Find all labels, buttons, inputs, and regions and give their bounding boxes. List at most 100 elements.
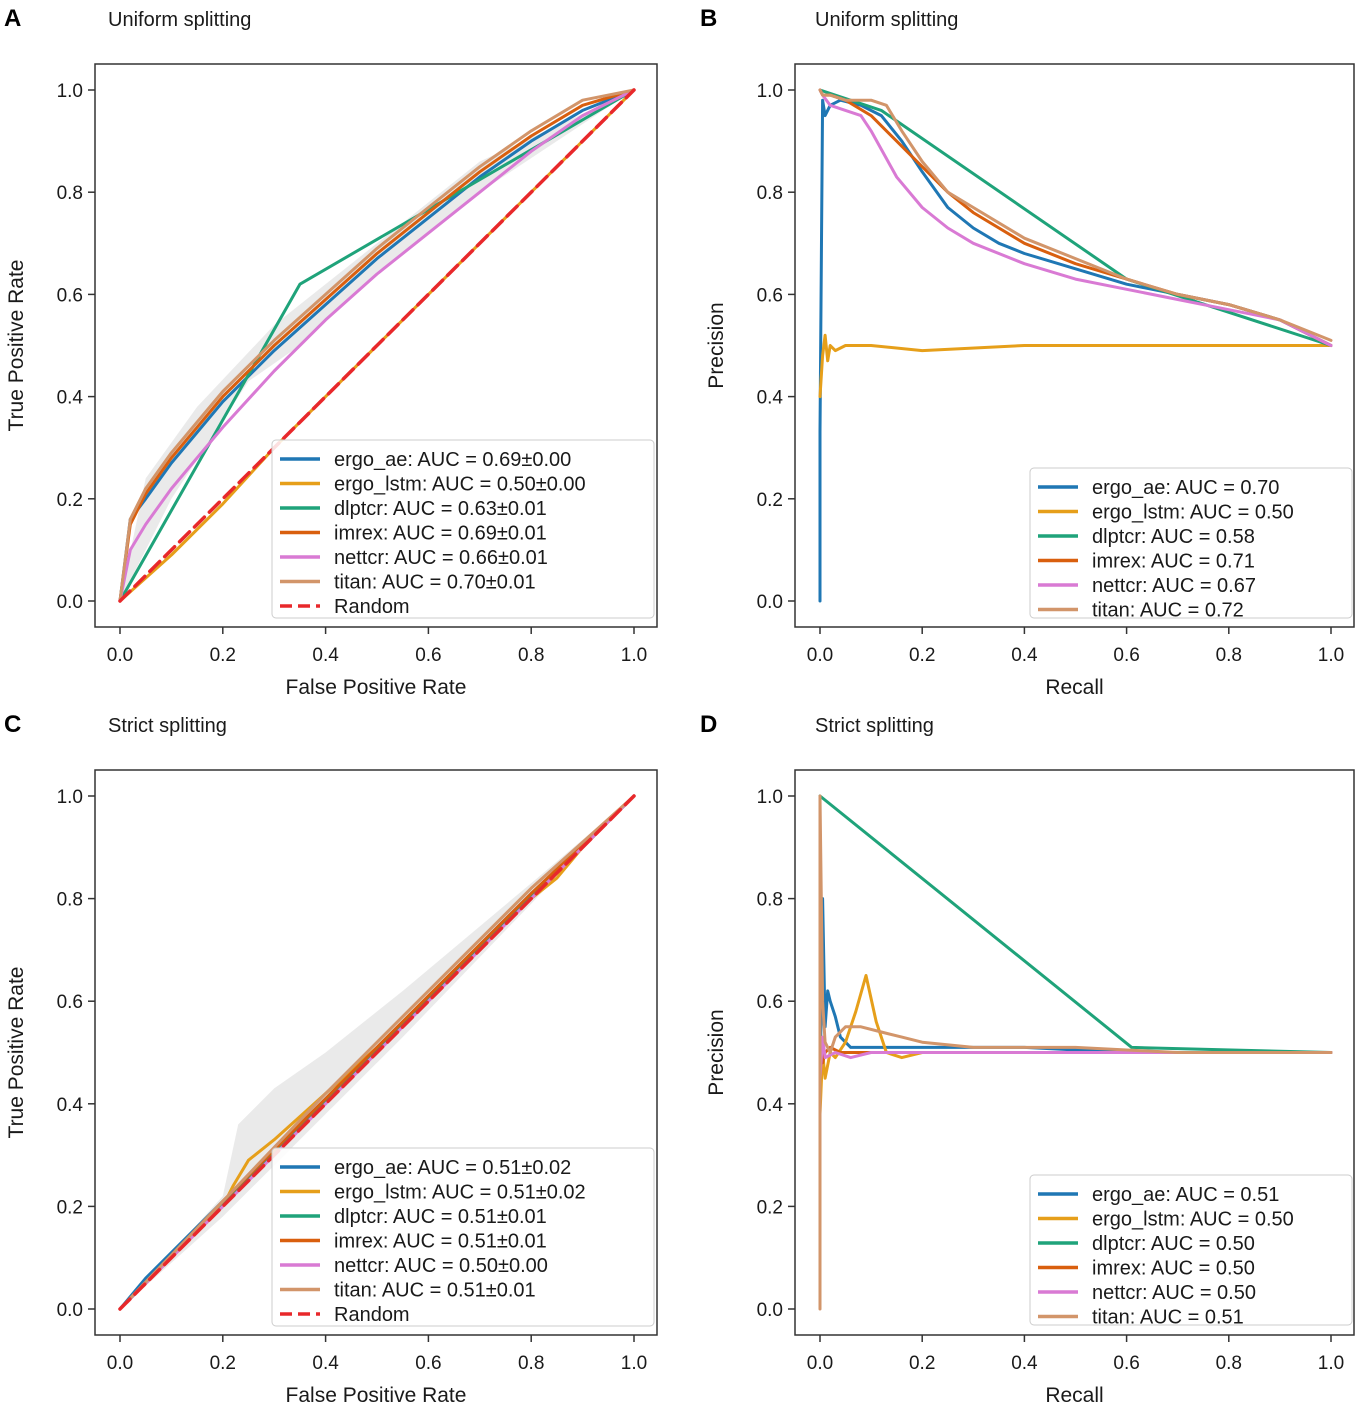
legend-label-Random: Random <box>334 1304 410 1326</box>
x-tick-label: 0.4 <box>312 1353 339 1374</box>
x-tick-label: 0.8 <box>518 645 544 666</box>
x-tick-label: 1.0 <box>1318 645 1344 666</box>
series-line-imrex <box>118 88 636 603</box>
x-tick-label: 1.0 <box>621 1353 647 1374</box>
x-axis-label: False Positive Rate <box>286 1384 467 1405</box>
x-tick-label: 0.2 <box>909 645 935 666</box>
legend-label-titan: titan: AUC = 0.51±0.01 <box>334 1280 536 1302</box>
y-tick-label: 1.0 <box>57 787 83 808</box>
legend-label-ergo_lstm: ergo_lstm: AUC = 0.50 <box>1092 1209 1294 1231</box>
legend-label-imrex: imrex: AUC = 0.50 <box>1092 1258 1255 1280</box>
series-line-titan <box>118 88 636 603</box>
legend-label-imrex: imrex: AUC = 0.51±0.01 <box>334 1231 547 1253</box>
panel-letter: A <box>4 5 21 32</box>
legend-label-Random: Random <box>334 596 410 618</box>
panel-title: Uniform splitting <box>815 9 958 31</box>
series-line-ergo_ae <box>118 88 636 603</box>
panel-title: Strict splitting <box>815 715 934 737</box>
y-tick-label: 0.0 <box>757 592 783 613</box>
y-tick-label: 0.2 <box>757 490 783 511</box>
panel-B: B Uniform splitting 0.0 0.2 0.4 0.6 0.8 1.0 0.0 0… <box>700 5 1355 699</box>
legend-label-nettcr: nettcr: AUC = 0.50±0.00 <box>334 1255 548 1277</box>
legend-label-dlptcr: dlptcr: AUC = 0.63±0.01 <box>334 498 547 520</box>
legend-label-dlptcr: dlptcr: AUC = 0.50 <box>1092 1233 1255 1255</box>
x-tick-label: 0.6 <box>1113 645 1139 666</box>
y-axis-label: Precision <box>705 302 728 388</box>
x-tick-label: 0.0 <box>107 1353 133 1374</box>
legend-label-ergo_lstm: ergo_lstm: AUC = 0.50 <box>1092 502 1294 524</box>
y-tick-label: 0.2 <box>57 1197 83 1218</box>
y-tick-label: 0.6 <box>57 992 83 1013</box>
series-line-ergo_lstm <box>818 333 1333 399</box>
legend-label-nettcr: nettcr: AUC = 0.67 <box>1092 575 1256 597</box>
legend-box <box>1029 467 1353 619</box>
legend-label-ergo_ae: ergo_ae: AUC = 0.70 <box>1092 477 1279 499</box>
x-axis-label: False Positive Rate <box>286 676 467 699</box>
y-tick-label: 0.6 <box>757 285 783 306</box>
x-axis-label: Recall <box>1045 676 1103 699</box>
x-tick-label: 0.8 <box>518 1353 544 1374</box>
legend-box <box>271 1147 655 1327</box>
legend: ergo_ae: AUC = 0.70 ergo_lstm: AUC = 0.50… <box>1029 467 1353 622</box>
series-line-Random <box>118 88 636 603</box>
legend-label-ergo_lstm: ergo_lstm: AUC = 0.51±0.02 <box>334 1182 586 1204</box>
panel-title: Strict splitting <box>108 715 227 737</box>
x-tick-label: 0.4 <box>1011 645 1038 666</box>
legend-label-ergo_ae: ergo_ae: AUC = 0.51 <box>1092 1184 1279 1206</box>
y-tick-label: 0.2 <box>757 1197 783 1218</box>
x-tick-label: 0.8 <box>1216 1353 1242 1374</box>
axes-frame <box>794 63 1355 628</box>
legend-label-titan: titan: AUC = 0.51 <box>1092 1307 1244 1329</box>
x-tick-label: 0.8 <box>1216 645 1242 666</box>
series-line-titan <box>818 88 1333 342</box>
y-tick-label: 0.0 <box>57 1300 83 1321</box>
y-tick-label: 0.4 <box>757 1095 784 1116</box>
axes-frame <box>94 769 658 1336</box>
legend-label-ergo_ae: ergo_ae: AUC = 0.69±0.00 <box>334 449 571 471</box>
x-tick-label: 1.0 <box>1318 1353 1344 1374</box>
legend-label-titan: titan: AUC = 0.70±0.01 <box>334 572 536 594</box>
panel-letter: B <box>700 5 717 32</box>
panel-letter: D <box>700 711 717 738</box>
y-tick-label: 0.8 <box>757 183 783 204</box>
panel-title: Uniform splitting <box>108 9 251 31</box>
series-line-titan <box>818 794 1333 1311</box>
axes-frame <box>94 63 658 628</box>
y-axis-label: True Positive Rate <box>5 967 28 1139</box>
series-line-dlptcr <box>118 88 636 603</box>
x-tick-label: 0.4 <box>1011 1353 1038 1374</box>
x-tick-label: 1.0 <box>621 645 647 666</box>
y-tick-label: 0.0 <box>757 1300 783 1321</box>
x-tick-label: 0.4 <box>312 645 339 666</box>
x-tick-label: 0.6 <box>1113 1353 1139 1374</box>
legend-label-titan: titan: AUC = 0.72 <box>1092 600 1244 622</box>
x-axis-label: Recall <box>1045 1384 1103 1405</box>
series-line-dlptcr <box>818 794 1333 1054</box>
x-tick-label: 0.6 <box>415 645 441 666</box>
legend-box <box>1029 1174 1353 1326</box>
legend-label-imrex: imrex: AUC = 0.69±0.01 <box>334 523 547 545</box>
y-tick-label: 0.4 <box>57 388 84 409</box>
x-tick-label: 0.0 <box>807 1353 833 1374</box>
y-axis-label: Precision <box>705 1009 728 1095</box>
y-tick-label: 0.6 <box>57 285 83 306</box>
legend-label-imrex: imrex: AUC = 0.71 <box>1092 551 1255 573</box>
x-tick-label: 0.6 <box>415 1353 441 1374</box>
x-tick-label: 0.2 <box>210 645 236 666</box>
panel-A: A Uniform splitting 0.0 0.2 0.4 0.6 0.8 1.0 0.0 0… <box>4 5 658 699</box>
y-tick-label: 0.4 <box>57 1095 84 1116</box>
y-tick-label: 0.6 <box>757 992 783 1013</box>
legend-box <box>271 439 655 619</box>
legend-label-dlptcr: dlptcr: AUC = 0.58 <box>1092 526 1255 548</box>
legend: ergo_ae: AUC = 0.69±0.00 ergo_lstm: AUC =… <box>271 439 655 619</box>
series-line-nettcr <box>118 88 636 603</box>
x-tick-label: 0.2 <box>210 1353 236 1374</box>
y-tick-label: 1.0 <box>757 787 783 808</box>
y-tick-label: 0.8 <box>57 890 83 911</box>
legend-label-ergo_ae: ergo_ae: AUC = 0.51±0.02 <box>334 1157 571 1179</box>
legend-label-dlptcr: dlptcr: AUC = 0.51±0.01 <box>334 1206 547 1228</box>
y-tick-label: 1.0 <box>757 81 783 102</box>
y-axis-label: True Positive Rate <box>5 260 28 432</box>
panel-D: D Strict splitting 0.0 0.2 0.4 0.6 0.8 1.0 0.0 0.… <box>700 711 1355 1405</box>
